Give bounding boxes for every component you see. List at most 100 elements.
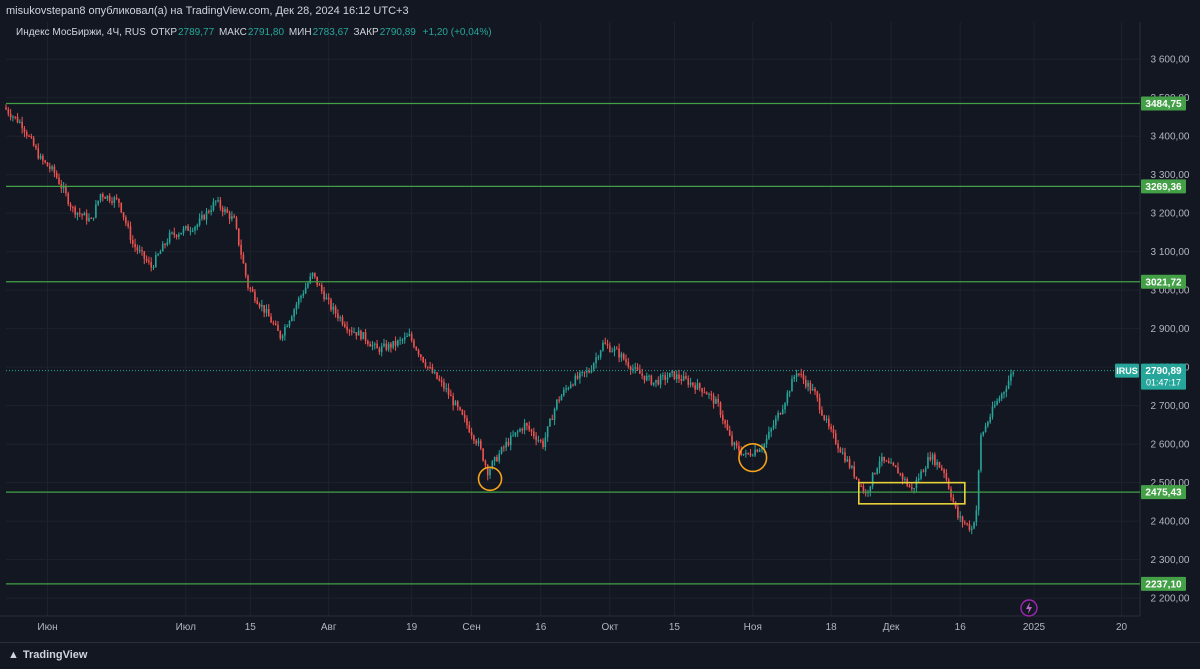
candle-body	[668, 372, 671, 378]
level-price-label: 2475,43	[1145, 488, 1182, 499]
candle-body	[459, 407, 461, 410]
candle-body	[920, 471, 922, 479]
candle-body	[636, 367, 639, 370]
candle-body	[145, 258, 148, 261]
candle-body	[832, 429, 835, 434]
tradingview-logo[interactable]: ▲ TradingView	[8, 649, 87, 661]
lightning-icon[interactable]	[1020, 599, 1038, 617]
level-price-label: 3269,36	[1145, 182, 1182, 193]
candle-body	[698, 383, 701, 389]
candle-body	[659, 375, 662, 385]
candle-body	[184, 226, 187, 229]
candle-body	[187, 226, 189, 231]
y-tick-label: 2 900,00	[1151, 324, 1190, 335]
candle-body	[25, 132, 28, 136]
candle-body	[450, 394, 452, 397]
candle-body	[959, 516, 962, 518]
candle-body	[878, 461, 881, 469]
candle-body	[775, 418, 777, 426]
price-chart[interactable]: 3 600,003 500,003 400,003 300,003 200,00…	[0, 22, 1200, 642]
candle-body	[509, 435, 512, 446]
candle-body	[883, 456, 885, 461]
candle-body	[560, 395, 563, 401]
candle-body	[258, 303, 261, 307]
candle-body	[984, 425, 987, 433]
candle-body	[369, 344, 371, 347]
candle-body	[106, 195, 109, 199]
candle-body	[652, 382, 655, 385]
candle-body	[157, 253, 159, 256]
candle-body	[549, 418, 551, 427]
candle-body	[966, 523, 968, 525]
candle-body	[164, 243, 166, 245]
candle-body	[602, 342, 604, 351]
candle-body	[864, 492, 867, 494]
candle-body	[334, 306, 337, 314]
candle-body	[722, 415, 724, 421]
x-tick-label: Дек	[883, 622, 900, 633]
candle-body	[178, 234, 180, 237]
candle-body	[9, 113, 12, 118]
candle-body	[881, 456, 883, 462]
candle-body	[152, 266, 155, 268]
candle-body	[595, 357, 597, 364]
candle-body	[219, 200, 222, 208]
candle-body	[615, 348, 618, 350]
candle-body	[542, 440, 544, 447]
candle-body	[325, 297, 328, 300]
y-tick-label: 2 700,00	[1151, 401, 1190, 412]
candle-body	[320, 285, 323, 292]
candle-body	[452, 396, 454, 406]
x-tick-label: Авг	[321, 622, 337, 633]
candle-body	[7, 109, 10, 114]
candle-body	[175, 234, 178, 237]
candle-body	[804, 379, 807, 387]
candle-body	[235, 217, 238, 229]
candle-body	[726, 423, 729, 430]
candle-body	[950, 488, 952, 498]
candle-body	[237, 228, 240, 245]
candle-body	[751, 455, 754, 457]
candle-body	[678, 374, 680, 379]
level-price-badge	[1141, 576, 1186, 591]
candle-body	[28, 135, 30, 137]
x-tick-label: 18	[826, 622, 838, 633]
candle-body	[131, 240, 134, 244]
candle-body	[129, 226, 132, 241]
candle-body	[440, 380, 443, 383]
x-tick-label: Сен	[462, 622, 480, 633]
candle-body	[214, 200, 217, 202]
candle-body	[272, 322, 275, 324]
candle-body	[32, 137, 35, 146]
candle-body	[793, 376, 796, 379]
candle-body	[876, 468, 879, 474]
candle-body	[503, 447, 505, 449]
candle-body	[189, 230, 192, 232]
candle-body	[53, 166, 56, 173]
candle-body	[733, 442, 736, 446]
candle-body	[957, 507, 959, 518]
candle-body	[597, 357, 600, 359]
candle-body	[526, 423, 528, 426]
candle-body	[500, 447, 503, 454]
candle-body	[332, 306, 335, 310]
candle-body	[738, 445, 740, 452]
candle-body	[438, 378, 441, 381]
candle-body	[44, 160, 46, 163]
candle-body	[913, 488, 915, 490]
candle-body	[947, 479, 950, 489]
candle-body	[496, 456, 498, 462]
publish-header: misukovstepan8 опубликовал(а) на Trading…	[0, 0, 1200, 22]
candle-body	[81, 213, 83, 216]
candle-body	[521, 429, 524, 431]
candle-body	[447, 388, 450, 395]
candle-body	[429, 367, 431, 369]
candle-body	[65, 187, 67, 194]
candle-body	[989, 416, 991, 423]
candle-body	[671, 371, 673, 373]
candle-body	[171, 232, 173, 234]
candle-body	[14, 116, 17, 118]
candle-body	[353, 332, 355, 334]
candle-body	[539, 440, 542, 442]
candle-body	[761, 448, 763, 450]
